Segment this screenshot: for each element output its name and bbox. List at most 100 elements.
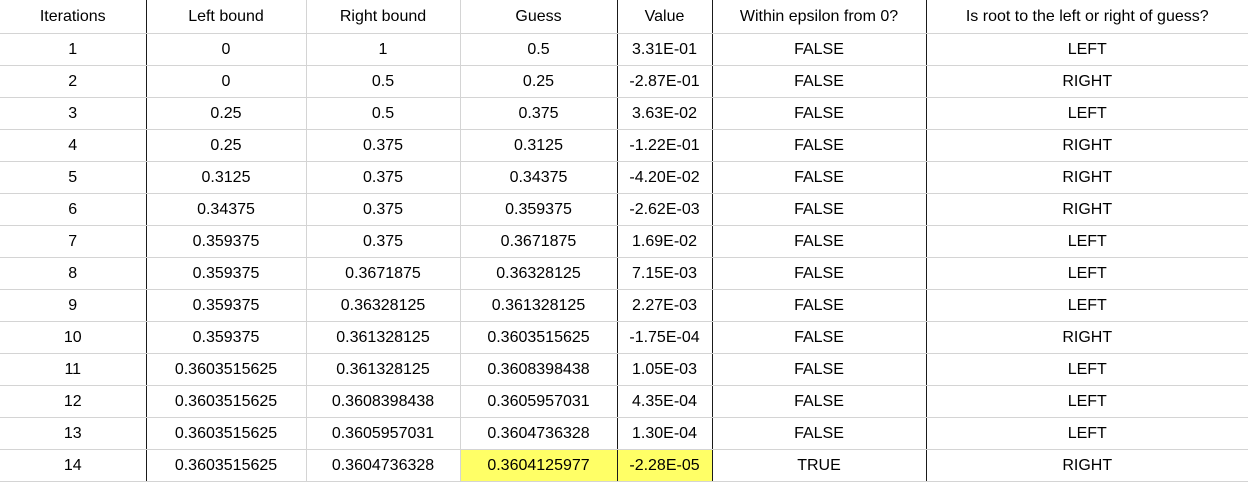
cell-right-bound[interactable]: 0.3608398438 [306,385,461,418]
cell-within-epsilon[interactable]: TRUE [712,449,927,482]
cell-iteration[interactable]: 9 [0,289,147,322]
cell-left-bound[interactable]: 0.359375 [146,321,307,354]
cell-right-bound[interactable]: 0.3671875 [306,257,461,290]
cell-iteration[interactable]: 14 [0,449,147,482]
cell-root-side[interactable]: RIGHT [926,321,1248,354]
cell-root-side[interactable]: LEFT [926,97,1248,130]
cell-root-side[interactable]: RIGHT [926,449,1248,482]
cell-within-epsilon[interactable]: FALSE [712,129,927,162]
cell-within-epsilon[interactable]: FALSE [712,161,927,194]
cell-iteration[interactable]: 7 [0,225,147,258]
header-cell-guess[interactable]: Guess [460,0,618,34]
cell-iteration[interactable]: 6 [0,193,147,226]
cell-iteration[interactable]: 12 [0,385,147,418]
cell-within-epsilon[interactable]: FALSE [712,417,927,450]
cell-value[interactable]: -1.22E-01 [617,129,713,162]
cell-guess[interactable]: 0.3604736328 [460,417,618,450]
cell-value[interactable]: 1.30E-04 [617,417,713,450]
cell-left-bound[interactable]: 0 [146,65,307,98]
cell-within-epsilon[interactable]: FALSE [712,193,927,226]
cell-left-bound[interactable]: 0.3125 [146,161,307,194]
cell-guess[interactable]: 0.3608398438 [460,353,618,386]
cell-value[interactable]: -2.87E-01 [617,65,713,98]
cell-value[interactable]: -2.28E-05 [617,449,713,482]
cell-right-bound[interactable]: 0.3604736328 [306,449,461,482]
cell-guess[interactable]: 0.3603515625 [460,321,618,354]
cell-value[interactable]: -4.20E-02 [617,161,713,194]
cell-right-bound[interactable]: 1 [306,33,461,66]
cell-left-bound[interactable]: 0 [146,33,307,66]
cell-iteration[interactable]: 2 [0,65,147,98]
cell-within-epsilon[interactable]: FALSE [712,321,927,354]
cell-within-epsilon[interactable]: FALSE [712,289,927,322]
cell-guess[interactable]: 0.34375 [460,161,618,194]
cell-value[interactable]: 1.69E-02 [617,225,713,258]
cell-iteration[interactable]: 10 [0,321,147,354]
cell-right-bound[interactable]: 0.361328125 [306,353,461,386]
cell-value[interactable]: 3.31E-01 [617,33,713,66]
cell-within-epsilon[interactable]: FALSE [712,65,927,98]
cell-right-bound[interactable]: 0.375 [306,225,461,258]
cell-guess[interactable]: 0.25 [460,65,618,98]
cell-root-side[interactable]: RIGHT [926,65,1248,98]
cell-left-bound[interactable]: 0.3603515625 [146,449,307,482]
cell-root-side[interactable]: LEFT [926,417,1248,450]
cell-left-bound[interactable]: 0.25 [146,97,307,130]
header-cell-iterations[interactable]: Iterations [0,0,147,34]
cell-root-side[interactable]: LEFT [926,33,1248,66]
cell-value[interactable]: -2.62E-03 [617,193,713,226]
cell-iteration[interactable]: 4 [0,129,147,162]
cell-guess[interactable]: 0.3605957031 [460,385,618,418]
cell-right-bound[interactable]: 0.3605957031 [306,417,461,450]
cell-root-side[interactable]: RIGHT [926,129,1248,162]
cell-within-epsilon[interactable]: FALSE [712,225,927,258]
header-cell-left-bound[interactable]: Left bound [146,0,307,34]
cell-root-side[interactable]: LEFT [926,353,1248,386]
cell-root-side[interactable]: RIGHT [926,193,1248,226]
cell-root-side[interactable]: LEFT [926,289,1248,322]
cell-left-bound[interactable]: 0.359375 [146,257,307,290]
cell-guess[interactable]: 0.3604125977 [460,449,618,482]
header-cell-right-bound[interactable]: Right bound [306,0,461,34]
cell-guess[interactable]: 0.36328125 [460,257,618,290]
cell-right-bound[interactable]: 0.5 [306,65,461,98]
cell-value[interactable]: 2.27E-03 [617,289,713,322]
header-cell-root-side[interactable]: Is root to the left or right of guess? [926,0,1248,34]
cell-left-bound[interactable]: 0.3603515625 [146,353,307,386]
cell-within-epsilon[interactable]: FALSE [712,353,927,386]
cell-left-bound[interactable]: 0.359375 [146,225,307,258]
cell-left-bound[interactable]: 0.25 [146,129,307,162]
cell-iteration[interactable]: 13 [0,417,147,450]
cell-right-bound[interactable]: 0.361328125 [306,321,461,354]
cell-root-side[interactable]: LEFT [926,257,1248,290]
header-cell-value[interactable]: Value [617,0,713,34]
cell-iteration[interactable]: 1 [0,33,147,66]
cell-root-side[interactable]: LEFT [926,385,1248,418]
header-cell-within-epsilon[interactable]: Within epsilon from 0? [712,0,927,34]
cell-within-epsilon[interactable]: FALSE [712,33,927,66]
cell-guess[interactable]: 0.5 [460,33,618,66]
cell-guess[interactable]: 0.3125 [460,129,618,162]
cell-left-bound[interactable]: 0.359375 [146,289,307,322]
cell-value[interactable]: 3.63E-02 [617,97,713,130]
cell-guess[interactable]: 0.3671875 [460,225,618,258]
cell-guess[interactable]: 0.375 [460,97,618,130]
cell-value[interactable]: 7.15E-03 [617,257,713,290]
cell-right-bound[interactable]: 0.375 [306,193,461,226]
cell-within-epsilon[interactable]: FALSE [712,97,927,130]
cell-within-epsilon[interactable]: FALSE [712,257,927,290]
cell-value[interactable]: -1.75E-04 [617,321,713,354]
cell-iteration[interactable]: 11 [0,353,147,386]
cell-iteration[interactable]: 5 [0,161,147,194]
cell-left-bound[interactable]: 0.34375 [146,193,307,226]
cell-value[interactable]: 1.05E-03 [617,353,713,386]
cell-guess[interactable]: 0.361328125 [460,289,618,322]
cell-right-bound[interactable]: 0.375 [306,161,461,194]
cell-right-bound[interactable]: 0.36328125 [306,289,461,322]
cell-iteration[interactable]: 3 [0,97,147,130]
cell-right-bound[interactable]: 0.5 [306,97,461,130]
cell-root-side[interactable]: LEFT [926,225,1248,258]
cell-iteration[interactable]: 8 [0,257,147,290]
cell-value[interactable]: 4.35E-04 [617,385,713,418]
cell-right-bound[interactable]: 0.375 [306,129,461,162]
